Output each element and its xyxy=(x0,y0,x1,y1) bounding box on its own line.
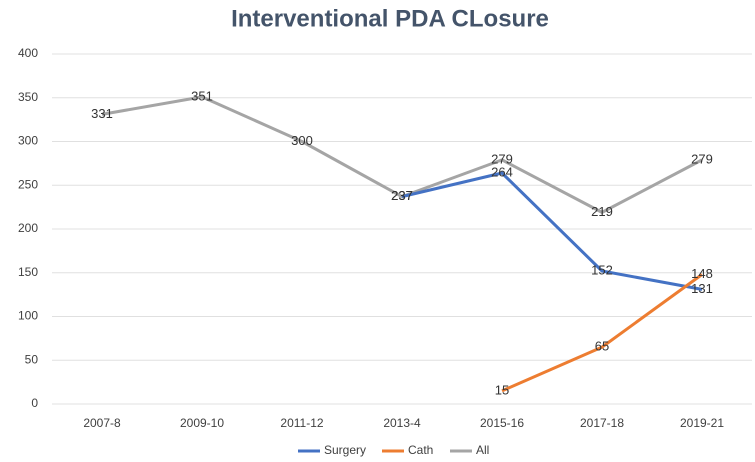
data-label: 148 xyxy=(691,266,713,281)
data-label: 237 xyxy=(391,188,413,203)
legend-label: Cath xyxy=(408,443,433,457)
y-tick-label: 150 xyxy=(18,265,38,279)
y-tick-label: 350 xyxy=(18,90,38,104)
y-tick-label: 200 xyxy=(18,221,38,235)
series-line xyxy=(501,273,703,393)
data-label: 279 xyxy=(691,151,713,166)
data-label: 15 xyxy=(495,382,509,397)
data-label: 131 xyxy=(691,281,713,296)
data-label: 264 xyxy=(491,164,513,179)
series-line xyxy=(401,171,703,291)
x-tick-label: 2017-18 xyxy=(580,416,624,430)
data-label: 300 xyxy=(291,133,313,148)
data-label: 279 xyxy=(491,151,513,166)
data-label: 65 xyxy=(595,339,609,354)
y-tick-label: 250 xyxy=(18,177,38,191)
x-tick-label: 2009-10 xyxy=(180,416,224,430)
y-tick-label: 300 xyxy=(18,134,38,148)
chart-title: Interventional PDA CLosure xyxy=(231,5,549,32)
y-tick-label: 100 xyxy=(18,309,38,323)
y-tick-label: 400 xyxy=(18,46,38,60)
legend-label: Surgery xyxy=(324,443,366,457)
y-tick-label: 0 xyxy=(31,396,38,410)
x-tick-label: 2019-21 xyxy=(680,416,724,430)
data-label: 152 xyxy=(591,262,613,277)
data-label: 351 xyxy=(191,88,213,103)
data-label: 219 xyxy=(591,204,613,219)
legend-label: All xyxy=(476,443,489,457)
x-tick-label: 2013-4 xyxy=(383,416,421,430)
x-tick-label: 2011-12 xyxy=(280,416,323,430)
y-tick-label: 50 xyxy=(25,352,39,366)
x-tick-label: 2007-8 xyxy=(83,416,121,430)
x-tick-label: 2015-16 xyxy=(480,416,524,430)
data-label: 331 xyxy=(91,106,113,121)
data-label: 237 xyxy=(391,188,413,203)
